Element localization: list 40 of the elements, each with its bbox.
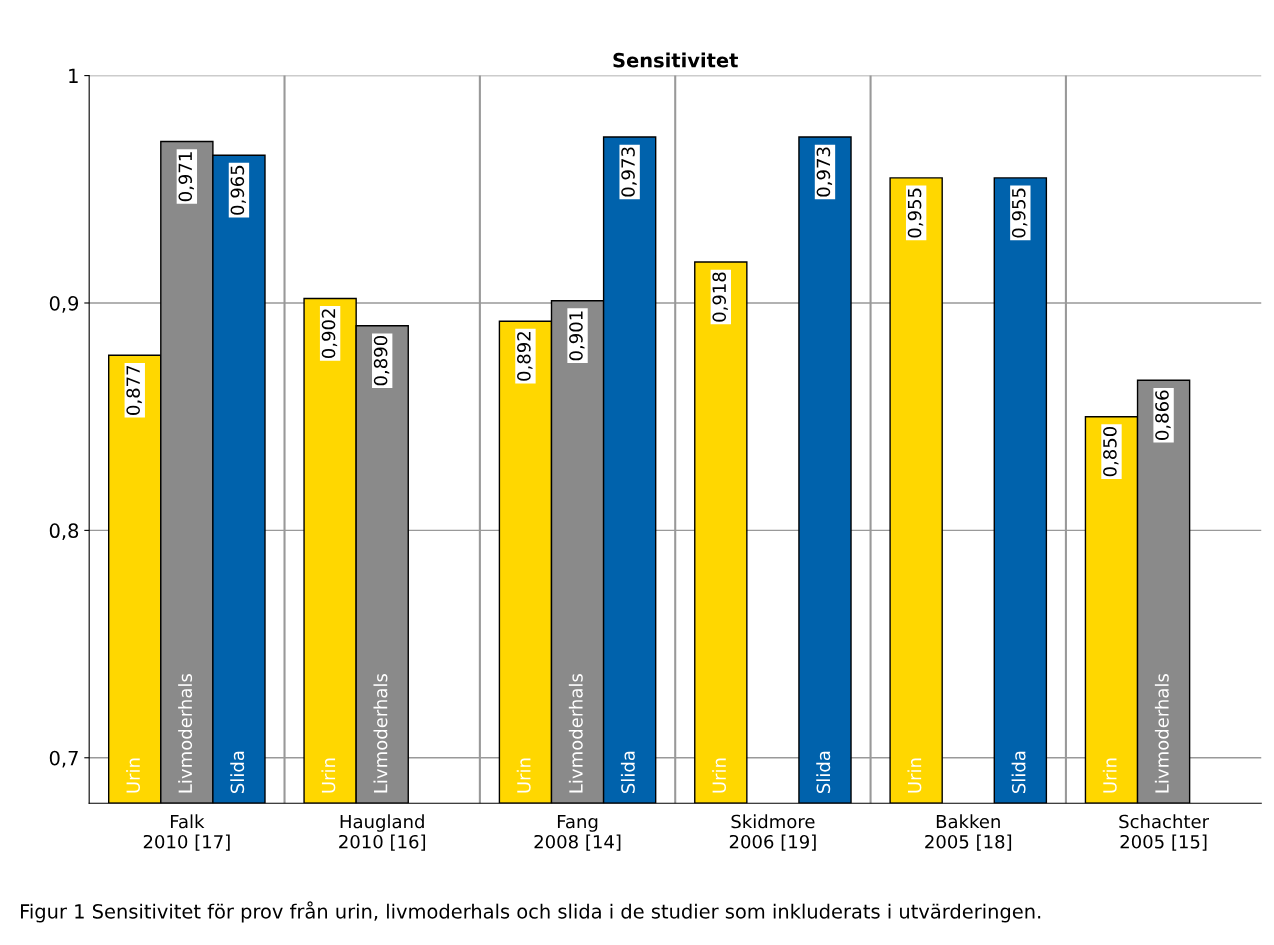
text: Slida [1011,751,1026,793]
text: Livmoderhals [373,674,388,793]
data-label: 0,973 [816,147,833,197]
data-label: 0,890 [373,336,390,386]
data-label: 0,901 [569,311,585,361]
x-tick-label: Falk 2010 [17] [143,814,230,851]
text: Slida [816,751,831,793]
data-label: 0,850 [1103,426,1119,477]
y-tick-label: 0,9 [49,295,79,313]
x-tick-label: Bakken 2005 [18] [925,814,1012,851]
data-label: 0,965 [230,165,247,215]
y-tick-label: 0,8 [49,523,79,541]
data-label: 0,877 [126,365,142,415]
x-tick-label: Haugland 2010 [16] [339,814,426,851]
text: Urin [321,758,336,793]
text: Urin [516,758,531,793]
data-label: 0,955 [907,188,924,238]
data-label: 0,973 [621,147,637,197]
data-label: 0,892 [517,332,533,381]
x-tick-label: Schachter 2005 [15] [1119,814,1210,851]
data-label: 0,955 [1011,188,1028,238]
x-tick-label: Fang 2008 [14] [534,814,621,851]
text: Slida [620,751,635,793]
text: Livmoderhals [1154,674,1169,793]
y-tick-label: 0,7 [49,750,78,768]
y-tick-label: 1 [69,68,78,83]
series-label: Urin [126,758,140,793]
text: Urin [1102,758,1117,793]
series-label: Livmoderhals [178,674,193,793]
text: Figur 1 Sensitivitet för prov från urin, livmoderhals och slida i de studier som inkluderats i utvärderingen. [21,901,1041,923]
data-label: 0,971 [178,152,194,202]
text: Urin [712,758,727,793]
x-tick-label: Skidmore 2006 [19] [729,814,816,851]
text: Urin [907,758,922,793]
data-label: 0,902 [321,309,338,359]
text: Livmoderhals [568,674,583,793]
data-label: 0,918 [712,272,728,322]
series-label: Slida [230,751,245,793]
data-label: 0,866 [1155,390,1171,440]
chart-title: Sensitivitet [613,52,738,68]
